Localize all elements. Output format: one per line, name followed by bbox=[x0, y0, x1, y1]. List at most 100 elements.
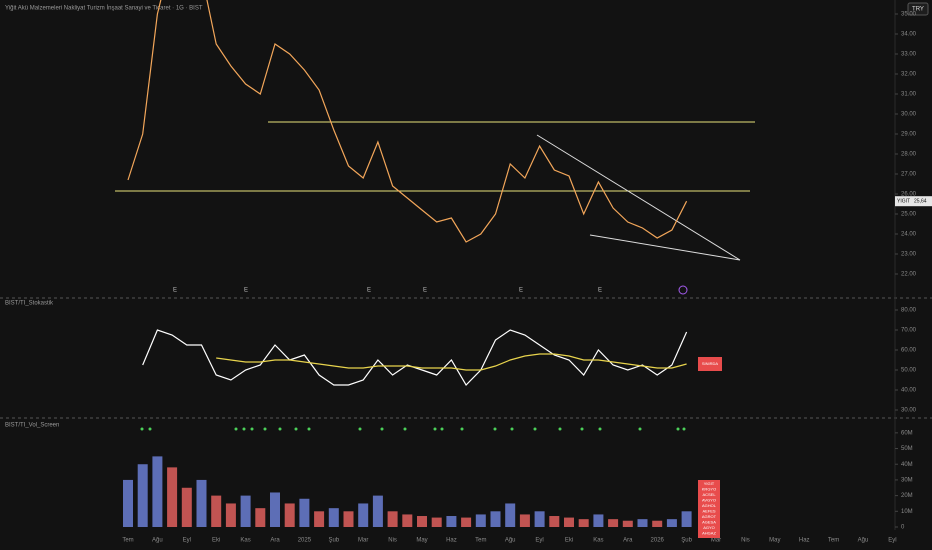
badge-label: SINIRDA bbox=[702, 361, 719, 366]
volume-bar bbox=[622, 520, 633, 527]
volume-bar bbox=[225, 503, 236, 527]
y-tick-label: 30.00 bbox=[901, 408, 917, 414]
volume-bar bbox=[402, 514, 413, 527]
volume-bar bbox=[387, 511, 398, 527]
event-marker[interactable]: E bbox=[244, 288, 248, 294]
event-marker[interactable]: E bbox=[519, 288, 523, 294]
series-line bbox=[127, 0, 688, 243]
x-tick-label: Ara bbox=[623, 538, 633, 544]
badge-label: AGYO bbox=[703, 525, 715, 530]
trend-line bbox=[589, 234, 741, 261]
y-tick-label: 35.00 bbox=[901, 12, 917, 18]
x-tick-label: Eyl bbox=[888, 538, 896, 544]
volume-bar bbox=[681, 511, 692, 527]
volume-bar bbox=[417, 516, 427, 527]
x-tick-label: Tem bbox=[122, 538, 133, 544]
volume-bar bbox=[490, 511, 501, 527]
y-tick-label: 32.00 bbox=[901, 72, 917, 78]
volume-bar bbox=[461, 517, 472, 527]
y-tick-label: 80.00 bbox=[901, 308, 917, 314]
x-tick-label: Nis bbox=[388, 538, 397, 544]
volume-bar bbox=[534, 511, 545, 527]
x-tick-label: Eyl bbox=[183, 538, 191, 544]
volume-bar bbox=[181, 487, 192, 527]
x-tick-label: Eyl bbox=[535, 538, 543, 544]
x-tick-label: Şub bbox=[328, 538, 339, 544]
y-tick-label: 70.00 bbox=[901, 328, 917, 334]
volume-bar bbox=[343, 511, 354, 527]
x-tick-label: Haz bbox=[799, 538, 810, 544]
currency-button[interactable] bbox=[907, 2, 929, 16]
x-tick-label: 2026 bbox=[651, 538, 665, 544]
volume-bar bbox=[578, 519, 589, 527]
x-tick-label: Ağu bbox=[152, 538, 163, 544]
indicator-title: BIST/TI_Vol_Screen bbox=[5, 423, 59, 429]
badge-label: AHGAZ bbox=[702, 531, 716, 536]
y-tick-label: 31.00 bbox=[901, 92, 917, 98]
volume-bar bbox=[123, 479, 133, 527]
badge-label: KRGYO bbox=[702, 487, 716, 492]
volume-bar bbox=[270, 492, 280, 527]
volume-bar bbox=[152, 456, 163, 527]
y-tick-label: 22.00 bbox=[901, 272, 917, 278]
volume-bar bbox=[196, 479, 207, 527]
event-icon[interactable] bbox=[678, 285, 688, 295]
y-tick-label: 33.00 bbox=[901, 52, 917, 58]
series-line bbox=[216, 353, 687, 371]
x-tick-label: Mar bbox=[358, 538, 368, 544]
badge-label: AGROT bbox=[702, 514, 717, 519]
x-tick-label: Ağu bbox=[858, 538, 869, 544]
volume-bar bbox=[637, 519, 648, 527]
volume-bar bbox=[240, 495, 251, 527]
volume-bar bbox=[446, 516, 457, 527]
y-tick-label: 34.00 bbox=[901, 32, 917, 38]
volume-bar bbox=[475, 514, 486, 527]
volume-bar bbox=[299, 498, 310, 527]
event-marker[interactable]: E bbox=[173, 288, 177, 294]
y-tick-label: 60M bbox=[901, 430, 913, 436]
indicator-title: BIST/TI_Stokastik bbox=[5, 301, 54, 307]
badge-label: AGHOL bbox=[702, 503, 717, 508]
currency-label[interactable]: TRY bbox=[912, 7, 924, 13]
volume-bar bbox=[314, 511, 325, 527]
volume-bar bbox=[358, 503, 369, 527]
x-tick-label: Ağu bbox=[505, 538, 516, 544]
badge-label: AGESA bbox=[702, 520, 716, 525]
x-tick-label: Eki bbox=[565, 538, 573, 544]
x-tick-label: Nis bbox=[741, 538, 750, 544]
badge-bg bbox=[698, 480, 720, 538]
y-tick-label: 27.00 bbox=[901, 172, 917, 178]
plot bbox=[142, 329, 688, 386]
y-tick-label: 40.00 bbox=[901, 388, 917, 394]
y-tick-label: 23.00 bbox=[901, 252, 917, 258]
volume-bar bbox=[505, 503, 516, 527]
x-tick-label: May bbox=[769, 538, 780, 544]
volume-bar bbox=[431, 517, 442, 527]
y-tick-label: 30.00 bbox=[901, 112, 917, 118]
volume-bar bbox=[167, 467, 178, 527]
event-marker[interactable]: E bbox=[598, 288, 602, 294]
x-tick-label: May bbox=[416, 538, 427, 544]
x-tick-label: Kas bbox=[593, 538, 603, 544]
y-tick-label: 10M bbox=[901, 509, 913, 515]
plot bbox=[123, 456, 692, 527]
x-tick-label: Eki bbox=[212, 538, 220, 544]
event-marker[interactable]: E bbox=[367, 288, 371, 294]
volume-bar bbox=[652, 520, 663, 527]
x-tick-label: Ara bbox=[270, 538, 280, 544]
y-tick-label: 25.00 bbox=[901, 212, 917, 218]
plot bbox=[127, 0, 688, 243]
x-tick-label: Şub bbox=[681, 538, 692, 544]
price-label-bg bbox=[895, 196, 932, 207]
volume-bar bbox=[328, 508, 339, 527]
badge-label: AEFES bbox=[702, 509, 715, 514]
badge-label: AVGYO bbox=[702, 498, 716, 503]
volume-bar bbox=[372, 495, 383, 527]
y-tick-label: 0 bbox=[901, 525, 905, 531]
y-tick-label: 60.00 bbox=[901, 348, 917, 354]
badge-bg bbox=[698, 357, 722, 371]
y-tick-label: 24.00 bbox=[901, 232, 917, 238]
event-marker[interactable]: E bbox=[423, 288, 427, 294]
x-tick-label: 2025 bbox=[298, 538, 312, 544]
volume-bar bbox=[549, 516, 560, 527]
